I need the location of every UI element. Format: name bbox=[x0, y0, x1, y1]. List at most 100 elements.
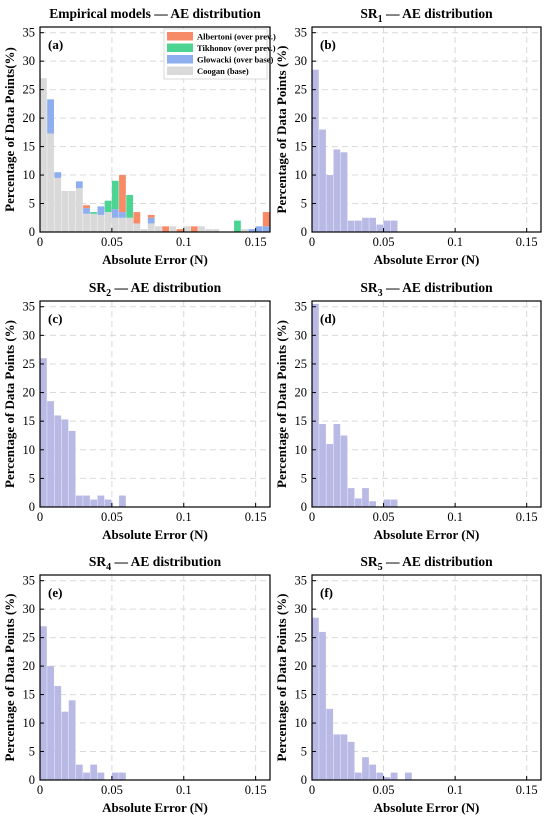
y-tick-label: 30 bbox=[295, 602, 308, 616]
legend-entry: Coogan (base) bbox=[197, 66, 249, 76]
y-tick-label: 5 bbox=[301, 745, 307, 759]
y-tick-label: 5 bbox=[29, 197, 35, 211]
bar-coogan bbox=[68, 191, 76, 232]
legend-entry: Glowacki (over base) bbox=[197, 55, 274, 65]
bar bbox=[326, 708, 334, 780]
y-tick-label: 0 bbox=[29, 500, 35, 514]
bar-glowacki bbox=[111, 209, 119, 218]
bar bbox=[333, 149, 341, 232]
bar-coogan bbox=[47, 133, 54, 232]
x-tick-label: 0.1 bbox=[176, 235, 192, 249]
panel-5: 0 0.05 0.1 0.15 0 5 10 15 20 25 30 35 Absolute Error… bbox=[274, 554, 542, 815]
bar bbox=[97, 495, 105, 507]
axes-frame bbox=[39, 26, 271, 233]
x-tick-label: 0.05 bbox=[373, 235, 395, 249]
x-tick-label: 0.15 bbox=[245, 235, 267, 249]
panel-2: 0 0.05 0.1 0.15 0 5 10 15 20 25 30 35 Absolute Error… bbox=[2, 280, 271, 542]
bar-tikhonov bbox=[90, 212, 98, 214]
panel-1: 0 0.05 0.1 0.15 0 5 10 15 20 25 30 35 Absolute Error… bbox=[274, 6, 542, 267]
y-tick-label: 25 bbox=[23, 83, 36, 97]
bar bbox=[97, 772, 105, 780]
y-axis-label: Percentage of Data Points (%) bbox=[274, 46, 289, 214]
bar-glowacki bbox=[75, 181, 83, 189]
y-tick-label: 20 bbox=[23, 386, 36, 400]
axes-frame bbox=[39, 300, 271, 508]
bar-coogan bbox=[97, 214, 105, 232]
bar-glowacki bbox=[147, 217, 155, 224]
bar bbox=[54, 686, 62, 780]
bar-tikhonov bbox=[104, 200, 112, 213]
panel-3: 0 0.05 0.1 0.15 0 5 10 15 20 25 30 35 Absolute Error… bbox=[274, 280, 542, 542]
chart-title: SR5 — AE distribution bbox=[360, 554, 493, 573]
legend-entry: Tikhonov (over prev.) bbox=[197, 43, 276, 53]
legend-swatch-glowacki bbox=[167, 55, 193, 64]
bar bbox=[40, 358, 47, 507]
y-tick-label: 0 bbox=[301, 225, 307, 239]
bar bbox=[319, 631, 326, 780]
y-tick-label: 20 bbox=[295, 659, 308, 673]
bar bbox=[90, 499, 98, 507]
legend-swatch-coogan bbox=[167, 66, 193, 75]
y-tick-label: 5 bbox=[301, 471, 307, 485]
bar-glowacki bbox=[262, 226, 270, 232]
bar-glowacki bbox=[119, 212, 126, 218]
y-tick-label: 25 bbox=[23, 631, 36, 645]
bar bbox=[347, 488, 355, 507]
bar bbox=[383, 777, 391, 780]
legend-swatch-tikhonov bbox=[167, 43, 193, 52]
y-tick-label: 20 bbox=[295, 111, 308, 125]
bar-coogan bbox=[104, 212, 112, 232]
bar bbox=[390, 772, 398, 780]
x-axis-label: Absolute Error (N) bbox=[374, 252, 480, 267]
y-tick-label: 20 bbox=[295, 386, 308, 400]
legend-swatch-albertoni bbox=[167, 32, 193, 41]
bar-coogan bbox=[155, 226, 162, 232]
bar-coogan bbox=[147, 223, 155, 232]
bar-coogan bbox=[169, 226, 177, 232]
bar bbox=[354, 772, 362, 780]
bar bbox=[347, 741, 355, 780]
y-axis-label: Percentage of Data Points(%) bbox=[2, 47, 17, 212]
y-tick-label: 35 bbox=[23, 26, 36, 40]
bar-tikhonov bbox=[234, 220, 241, 232]
bar bbox=[83, 772, 90, 780]
x-tick-label: 0.1 bbox=[176, 783, 192, 797]
x-tick-label: 0 bbox=[309, 235, 315, 249]
y-tick-label: 15 bbox=[295, 140, 308, 154]
x-tick-label: 0.1 bbox=[447, 235, 463, 249]
bar bbox=[319, 424, 326, 507]
x-tick-label: 0 bbox=[309, 783, 315, 797]
bar-albertoni bbox=[133, 212, 141, 224]
x-axis-label: Absolute Error (N) bbox=[374, 800, 480, 815]
y-tick-label: 35 bbox=[295, 26, 308, 40]
y-tick-label: 35 bbox=[295, 574, 308, 588]
axes-frame bbox=[311, 300, 542, 508]
bar-coogan bbox=[75, 188, 83, 232]
y-tick-label: 10 bbox=[295, 168, 308, 182]
panel-4: 0 0.05 0.1 0.15 0 5 10 15 20 25 30 35 Absolute Error… bbox=[2, 554, 271, 815]
bar-coogan bbox=[241, 229, 249, 232]
bar bbox=[376, 772, 384, 780]
axes-frame bbox=[311, 26, 542, 233]
panel-label: (a) bbox=[48, 37, 63, 52]
bar-coogan bbox=[119, 217, 126, 232]
y-tick-label: 30 bbox=[295, 54, 308, 68]
y-tick-label: 0 bbox=[29, 225, 35, 239]
x-tick-label: 0.1 bbox=[176, 510, 192, 524]
bar-glowacki bbox=[83, 208, 90, 214]
y-tick-label: 30 bbox=[23, 602, 36, 616]
bar-albertoni bbox=[83, 205, 90, 209]
bar-coogan bbox=[198, 226, 205, 232]
bar bbox=[369, 217, 377, 232]
bar bbox=[354, 498, 362, 507]
bar bbox=[326, 175, 334, 232]
x-tick-label: 0.05 bbox=[373, 510, 395, 524]
bar-coogan bbox=[133, 223, 141, 232]
bar-tikhonov bbox=[126, 194, 134, 218]
x-tick-label: 0 bbox=[309, 510, 315, 524]
bar-coogan bbox=[111, 217, 119, 232]
x-tick-label: 0 bbox=[37, 783, 43, 797]
bar bbox=[333, 734, 341, 780]
panel-label: (b) bbox=[320, 37, 336, 52]
bar bbox=[354, 220, 362, 232]
